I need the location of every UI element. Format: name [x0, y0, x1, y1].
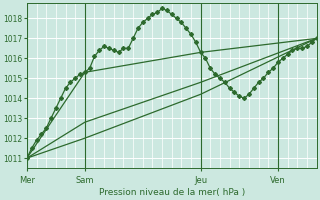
- X-axis label: Pression niveau de la mer( hPa ): Pression niveau de la mer( hPa ): [99, 188, 245, 197]
